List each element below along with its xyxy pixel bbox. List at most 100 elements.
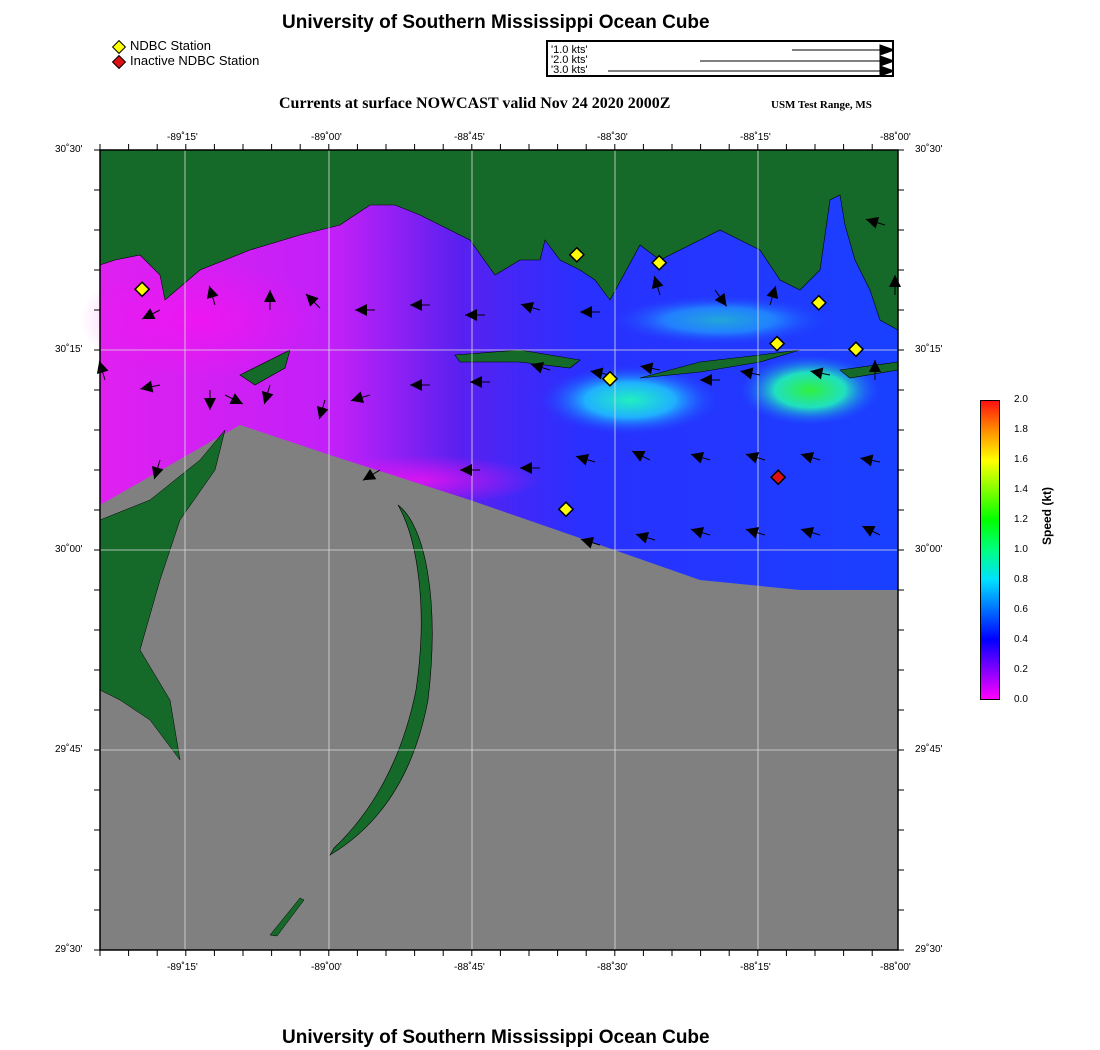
current-arrow <box>204 390 216 410</box>
region-label: USM Test Range, MS <box>771 99 872 111</box>
current-arrow <box>635 531 656 544</box>
lon-tick-label-top: -88˚30' <box>597 132 628 143</box>
page-title: University of Southern Mississippi Ocean… <box>282 12 710 33</box>
lon-tick-label-bottom: -88˚30' <box>597 962 628 973</box>
current-arrow <box>151 459 164 480</box>
lon-tick-label-bottom: -89˚00' <box>311 962 342 973</box>
lat-tick-label-left: 30˚30' <box>55 144 83 155</box>
colorbar-tick-label: 1.2 <box>1014 514 1028 525</box>
current-arrow <box>810 367 831 380</box>
colorbar-tick-label: 0.4 <box>1014 634 1028 645</box>
current-arrow <box>800 526 821 539</box>
scale-arrows <box>608 44 894 77</box>
colorbar-tick-label: 1.8 <box>1014 424 1028 435</box>
ndbc-station-marker[interactable] <box>557 501 575 518</box>
current-arrow <box>465 309 485 321</box>
current-arrow <box>410 379 430 391</box>
current-arrow <box>305 293 321 309</box>
current-arrow <box>350 391 371 404</box>
lat-tick-label-right: 30˚15' <box>915 344 943 355</box>
lon-tick-label-bottom: -88˚45' <box>454 962 485 973</box>
current-arrow <box>140 380 161 393</box>
ndbc-station-marker[interactable] <box>768 335 786 352</box>
ndbc-station-marker[interactable] <box>810 294 827 311</box>
scale-label-1kt: '1.0 kts' <box>551 44 588 56</box>
current-arrow <box>745 451 766 464</box>
current-arrow <box>141 308 161 320</box>
frame-ticks <box>94 144 904 956</box>
scale-label-2kt: '2.0 kts' <box>551 54 588 66</box>
lat-tick-label-right: 30˚00' <box>915 544 943 555</box>
vector-scale-legend: '1.0 kts' '2.0 kts' '3.0 kts' <box>546 40 894 77</box>
lon-tick-label-bottom: -88˚00' <box>880 962 911 973</box>
current-arrow <box>766 285 779 306</box>
chandeleur-islands <box>329 504 433 856</box>
lat-tick-label-right: 29˚30' <box>915 944 943 955</box>
colorbar-tick-label: 0.2 <box>1014 664 1028 675</box>
land-mask-gray <box>100 425 898 950</box>
ndbc-station-marker[interactable] <box>568 246 585 263</box>
current-arrow <box>745 526 766 539</box>
colorbar-tick-label: 1.0 <box>1014 544 1028 555</box>
current-arrow <box>261 384 274 405</box>
colorbar <box>980 400 1000 700</box>
lon-tick-label-top: -89˚00' <box>311 132 342 143</box>
colorbar-tick-label: 0.6 <box>1014 604 1028 615</box>
page-footer: University of Southern Mississippi Ocean… <box>282 1027 710 1048</box>
lat-tick-label-right: 29˚45' <box>915 744 943 755</box>
colorbar-label: Speed (kt) <box>1040 486 1054 545</box>
colorbar-tick-label: 0.8 <box>1014 574 1028 585</box>
lon-tick-label-top: -88˚15' <box>740 132 771 143</box>
current-arrow <box>362 468 381 481</box>
current-arrow <box>700 374 720 386</box>
ndbc-station-marker[interactable] <box>133 281 151 298</box>
colorbar-tick-label: 0.0 <box>1014 694 1028 705</box>
current-arrow <box>860 454 881 467</box>
lat-tick-label-left: 29˚30' <box>55 944 83 955</box>
current-arrow <box>690 451 711 464</box>
current-arrow <box>520 462 540 474</box>
current-arrow <box>520 301 541 314</box>
legend-active-station: NDBC Station <box>111 38 211 54</box>
current-arrow <box>355 304 375 316</box>
graticule <box>100 150 898 950</box>
legend-active-label: NDBC Station <box>130 38 211 53</box>
ndbc-station-marker[interactable] <box>601 370 619 387</box>
current-arrow <box>865 216 886 229</box>
current-arrow <box>690 526 711 539</box>
current-arrow <box>206 285 219 306</box>
legend-inactive-label: Inactive NDBC Station <box>130 53 260 68</box>
lon-tick-label-top: -89˚15' <box>167 132 198 143</box>
current-arrow <box>575 453 596 466</box>
current-arrow <box>580 536 601 549</box>
current-arrow <box>410 299 430 311</box>
inactive-ndbc-station-marker[interactable] <box>770 469 787 486</box>
legend-inactive-station: Inactive NDBC Station <box>111 53 260 69</box>
station-markers <box>133 246 865 518</box>
lon-tick-label-bottom: -88˚15' <box>740 962 771 973</box>
current-arrow <box>580 306 600 318</box>
current-arrow <box>224 393 244 405</box>
current-arrow <box>264 290 276 310</box>
mainland-coast <box>99 149 899 331</box>
lon-tick-label-top: -88˚45' <box>454 132 485 143</box>
current-arrow <box>861 525 881 537</box>
current-arrow <box>316 399 329 420</box>
ndbc-station-marker[interactable] <box>847 341 865 358</box>
lat-tick-label-left: 30˚00' <box>55 544 83 555</box>
current-arrow <box>800 451 821 464</box>
current-arrow <box>740 367 761 380</box>
lat-tick-label-left: 29˚45' <box>55 744 83 755</box>
current-arrow <box>640 362 661 375</box>
current-arrow <box>631 450 651 462</box>
scale-label-3kt: '3.0 kts' <box>551 64 588 76</box>
colorbar-tick-label: 1.6 <box>1014 454 1028 465</box>
ndbc-station-marker[interactable] <box>651 254 668 271</box>
lon-tick-label-bottom: -89˚15' <box>167 962 198 973</box>
current-arrow <box>714 289 728 307</box>
colorbar-tick-label: 1.4 <box>1014 484 1028 495</box>
current-arrow <box>651 275 664 296</box>
marsh-islands <box>99 429 305 937</box>
map-subtitle: Currents at surface NOWCAST valid Nov 24… <box>279 95 671 112</box>
